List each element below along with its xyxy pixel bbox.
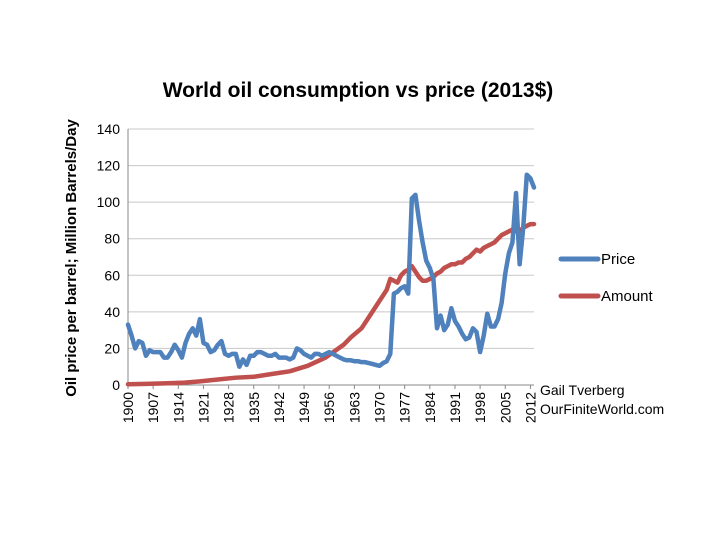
y-tick-label: 60 xyxy=(104,267,120,283)
x-tick-label: 1928 xyxy=(221,392,237,423)
credit-site: OurFiniteWorld.com xyxy=(540,401,664,417)
x-tick-label: 1970 xyxy=(372,392,388,423)
y-tick-label: 20 xyxy=(104,340,120,356)
series-group xyxy=(125,172,537,387)
x-tick-label: 1914 xyxy=(170,392,186,423)
x-tick-label: 1921 xyxy=(195,392,211,423)
legend-label-amount: Amount xyxy=(601,288,654,305)
x-tick-labels: 1900 1907 1914 1921 1928 1935 1942 1949 1956 1963… xyxy=(120,385,538,423)
x-tick-label: 1956 xyxy=(321,392,337,423)
x-tick-label: 1907 xyxy=(145,392,161,423)
x-tick-label: 1984 xyxy=(422,392,438,423)
x-tick-label: 1963 xyxy=(346,392,362,423)
series-line-amount xyxy=(125,221,537,387)
x-tick-label: 1991 xyxy=(447,392,463,423)
y-tick-labels: 0 20 40 60 80 100 120 140 xyxy=(97,121,121,393)
x-tick-label: 1977 xyxy=(397,392,413,423)
y-tick-label: 100 xyxy=(97,194,121,210)
legend: Price Amount xyxy=(558,251,654,305)
x-tick-label: 1998 xyxy=(472,392,488,423)
x-tick-label: 1900 xyxy=(120,392,136,423)
y-axis-label: Oil price per barrel; Million Barrels/Da… xyxy=(63,119,80,397)
chart-title: World oil consumption vs price (2013$) xyxy=(163,79,554,102)
y-tick-label: 140 xyxy=(97,121,121,137)
y-tick-label: 80 xyxy=(104,231,120,247)
y-tick-label: 0 xyxy=(112,377,120,393)
credit-author: Gail Tverberg xyxy=(540,382,625,398)
x-tick-label: 1935 xyxy=(246,392,262,423)
gridlines xyxy=(128,128,534,349)
y-tick-label: 40 xyxy=(104,304,120,320)
series-line-price xyxy=(125,172,537,369)
x-tick-label: 1942 xyxy=(271,392,287,423)
legend-label-price: Price xyxy=(601,251,635,268)
x-tick-label: 2005 xyxy=(497,392,513,423)
y-tick-label: 120 xyxy=(97,158,121,174)
x-tick-label: 2012 xyxy=(522,392,538,423)
x-tick-label: 1949 xyxy=(296,392,312,423)
